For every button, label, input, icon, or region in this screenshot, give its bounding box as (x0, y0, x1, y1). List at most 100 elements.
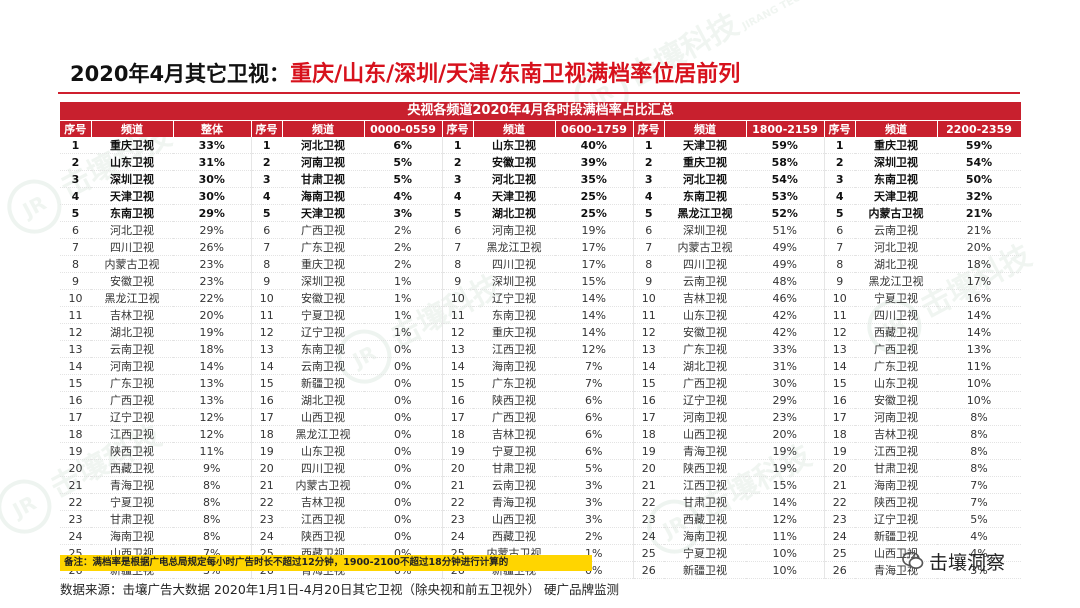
channel-cell: 东南卫视 (664, 187, 746, 205)
rank-cell: 2 (633, 153, 664, 171)
channel-cell: 宁夏卫视 (855, 289, 937, 307)
rate-cell: 0% (364, 391, 443, 409)
channel-cell: 江西卫视 (855, 442, 937, 460)
rate-cell: 1% (364, 306, 443, 324)
rank-cell: 24 (60, 527, 91, 545)
table-row: 20 西藏卫视 9% 20 四川卫视 0% 20 甘肃卫视 5% 20 陕西卫视 19% 20 甘肃卫视 8… (60, 459, 1021, 477)
channel-cell: 吉林卫视 (664, 289, 746, 307)
rank-cell: 12 (824, 323, 855, 341)
rank-cell: 7 (824, 238, 855, 256)
channel-cell: 陕西卫视 (664, 459, 746, 477)
rate-cell: 8% (173, 510, 252, 528)
rate-cell: 35% (555, 170, 634, 188)
channel-cell: 吉林卫视 (282, 493, 364, 511)
rate-cell: 46% (746, 289, 825, 307)
rank-cell: 20 (60, 459, 91, 477)
channel-cell: 广东卫视 (473, 374, 555, 392)
rate-cell: 0% (364, 459, 443, 477)
rank-cell: 13 (633, 340, 664, 358)
rate-cell: 9% (173, 459, 252, 477)
rank-cell: 9 (251, 272, 282, 290)
rate-cell: 3% (937, 561, 1021, 579)
rank-cell: 1 (824, 137, 855, 154)
channel-cell: 广东卫视 (91, 374, 173, 392)
rank-cell: 5 (824, 204, 855, 222)
rate-cell: 4% (937, 527, 1021, 545)
channel-cell: 河南卫视 (473, 221, 555, 239)
rate-cell: 0% (364, 340, 443, 358)
channel-cell: 河北卫视 (664, 170, 746, 188)
table-row: 5 东南卫视 29% 5 天津卫视 3% 5 湖北卫视 25% 5 黑龙江卫视 52% 5 内蒙古卫视 21… (60, 204, 1021, 222)
brand-account: 击壤洞察 (902, 548, 1005, 576)
column-header: 序号 (824, 120, 856, 137)
rate-cell: 59% (746, 137, 825, 154)
rank-cell: 6 (60, 221, 91, 239)
rank-cell: 11 (633, 306, 664, 324)
table-row: 6 河北卫视 29% 6 广西卫视 2% 6 河南卫视 19% 6 深圳卫视 51% 6 云南卫视 21% (60, 221, 1021, 239)
rate-cell: 5% (937, 510, 1021, 528)
rate-cell: 23% (173, 272, 252, 290)
rate-cell: 33% (746, 340, 825, 358)
channel-cell: 安徽卫视 (91, 272, 173, 290)
column-header: 序号 (633, 120, 665, 137)
rank-cell: 22 (633, 493, 664, 511)
channel-cell: 深圳卫视 (282, 272, 364, 290)
rate-cell: 30% (173, 187, 252, 205)
rank-cell: 3 (442, 170, 473, 188)
rank-cell: 23 (251, 510, 282, 528)
rank-cell: 11 (824, 306, 855, 324)
rank-cell: 5 (60, 204, 91, 222)
channel-cell: 湖北卫视 (473, 204, 555, 222)
rate-cell: 5% (364, 153, 443, 171)
rate-cell: 2% (364, 221, 443, 239)
channel-cell: 重庆卫视 (91, 137, 173, 154)
rate-cell: 2% (364, 255, 443, 273)
rate-cell: 2% (364, 238, 443, 256)
table-row: 16 广西卫视 13% 16 湖北卫视 0% 16 陕西卫视 6% 16 辽宁卫视 29% 16 安徽卫视… (60, 391, 1021, 409)
rank-cell: 1 (251, 137, 282, 154)
wechat-icon (902, 551, 924, 576)
channel-cell: 甘肃卫视 (473, 459, 555, 477)
rate-cell: 6% (555, 442, 634, 460)
rank-cell: 17 (824, 408, 855, 426)
rank-cell: 11 (60, 306, 91, 324)
channel-cell: 广西卫视 (91, 391, 173, 409)
channel-cell: 黑龙江卫视 (91, 289, 173, 307)
rank-cell: 12 (442, 323, 473, 341)
channel-cell: 海南卫视 (91, 527, 173, 545)
channel-cell: 河北卫视 (855, 238, 937, 256)
rate-cell: 6% (555, 391, 634, 409)
channel-cell: 云南卫视 (91, 340, 173, 358)
rank-cell: 22 (442, 493, 473, 511)
table-row: 24 海南卫视 8% 24 陕西卫视 0% 24 西藏卫视 2% 24 海南卫视 11% 24 新疆卫视 4… (60, 527, 1021, 545)
rank-cell: 24 (824, 527, 855, 545)
rank-cell: 4 (824, 187, 855, 205)
rate-cell: 14% (746, 493, 825, 511)
rate-cell: 12% (555, 340, 634, 358)
rate-cell: 14% (555, 289, 634, 307)
table-row: 18 江西卫视 12% 18 黑龙江卫视 0% 18 吉林卫视 6% 18 山西卫视 20% 18 吉林卫… (60, 425, 1021, 443)
channel-cell: 海南卫视 (473, 357, 555, 375)
rate-cell: 25% (555, 187, 634, 205)
column-header: 1800-2159 (746, 120, 825, 137)
channel-cell: 宁夏卫视 (91, 493, 173, 511)
rank-cell: 21 (251, 476, 282, 494)
rank-cell: 6 (251, 221, 282, 239)
rate-cell: 18% (937, 255, 1021, 273)
column-header: 整体 (173, 120, 252, 137)
channel-cell: 西藏卫视 (91, 459, 173, 477)
channel-cell: 云南卫视 (473, 476, 555, 494)
rate-cell: 13% (173, 391, 252, 409)
rank-cell: 3 (633, 170, 664, 188)
channel-cell: 陕西卫视 (473, 391, 555, 409)
rate-cell: 52% (746, 204, 825, 222)
channel-cell: 云南卫视 (664, 272, 746, 290)
channel-cell: 新疆卫视 (664, 561, 746, 579)
rate-cell: 12% (173, 425, 252, 443)
rank-cell: 26 (633, 561, 664, 579)
rank-cell: 15 (824, 374, 855, 392)
channel-cell: 广东卫视 (664, 340, 746, 358)
channel-cell: 内蒙古卫视 (91, 255, 173, 273)
rate-cell: 0% (364, 408, 443, 426)
rank-cell: 12 (60, 323, 91, 341)
